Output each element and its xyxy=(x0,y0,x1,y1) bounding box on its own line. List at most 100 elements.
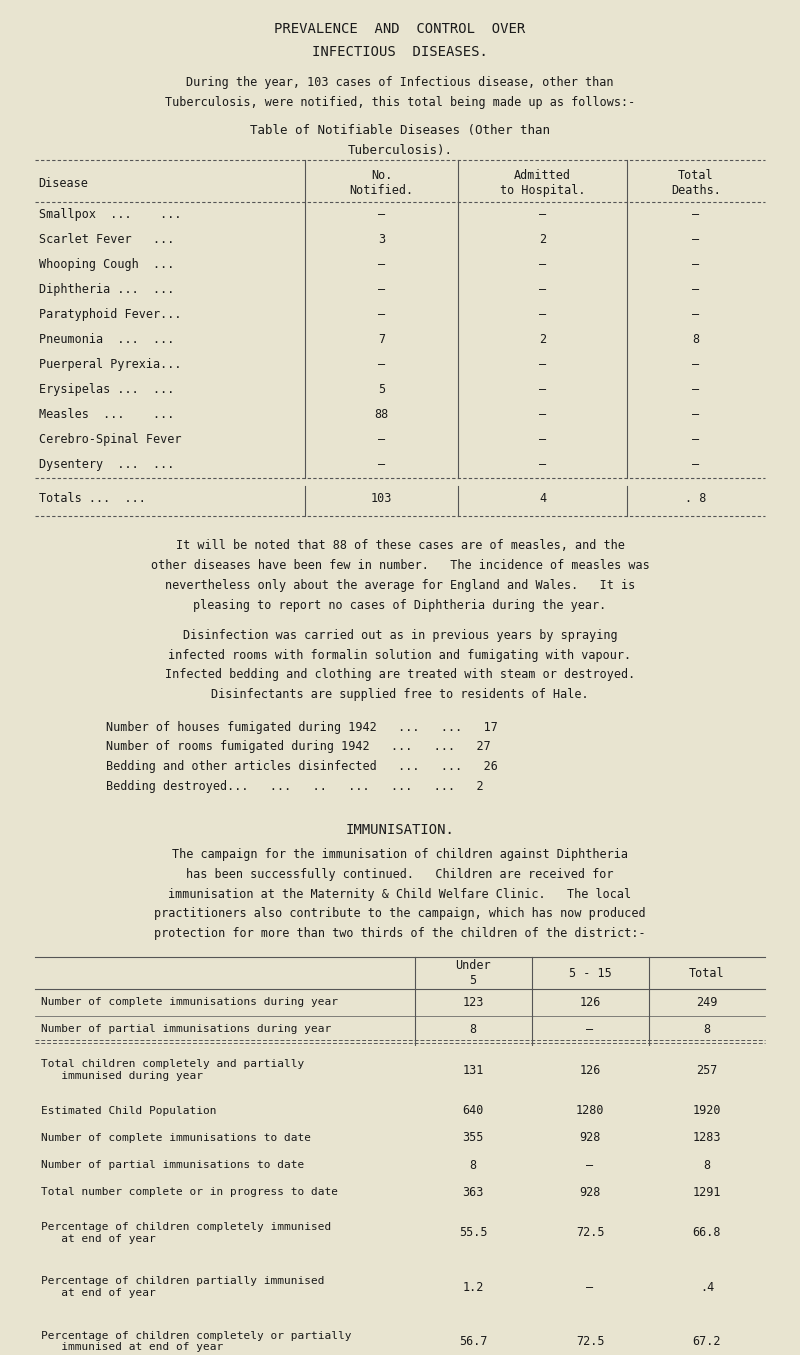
Text: Bedding destroyed...   ...   ..   ...   ...   ...   2: Bedding destroyed... ... .. ... ... ... … xyxy=(106,780,484,793)
Text: 5 - 15: 5 - 15 xyxy=(569,966,611,980)
Text: 640: 640 xyxy=(462,1104,484,1118)
Text: Dysentery  ...  ...: Dysentery ... ... xyxy=(38,458,174,472)
Text: 8: 8 xyxy=(693,333,699,347)
Text: Whooping Cough  ...: Whooping Cough ... xyxy=(38,259,174,271)
Text: —: — xyxy=(693,259,699,271)
Text: 5: 5 xyxy=(378,383,386,397)
Text: —: — xyxy=(693,434,699,446)
Text: —: — xyxy=(539,383,546,397)
Text: —: — xyxy=(586,1159,594,1172)
Text: Table of Notifiable Diseases (Other than: Table of Notifiable Diseases (Other than xyxy=(250,123,550,137)
Text: 131: 131 xyxy=(462,1064,484,1077)
Text: 928: 928 xyxy=(579,1131,601,1145)
Text: 2: 2 xyxy=(539,233,546,247)
Text: 8: 8 xyxy=(703,1159,710,1172)
Text: 1283: 1283 xyxy=(693,1131,722,1145)
Text: —: — xyxy=(539,358,546,371)
Text: Erysipelas ...  ...: Erysipelas ... ... xyxy=(38,383,174,397)
Text: protection for more than two thirds of the children of the district:-: protection for more than two thirds of t… xyxy=(154,927,646,940)
Text: has been successfully continued.   Children are received for: has been successfully continued. Childre… xyxy=(186,867,614,881)
Text: 928: 928 xyxy=(579,1186,601,1199)
Text: 249: 249 xyxy=(696,996,718,1009)
Text: —: — xyxy=(693,209,699,221)
Text: Estimated Child Population: Estimated Child Population xyxy=(41,1106,217,1117)
Text: 4: 4 xyxy=(539,492,546,505)
Text: 1280: 1280 xyxy=(576,1104,604,1118)
Text: It will be noted that 88 of these cases are of measles, and the: It will be noted that 88 of these cases … xyxy=(175,539,625,551)
Text: 8: 8 xyxy=(703,1023,710,1037)
Text: Disease: Disease xyxy=(38,176,89,190)
Text: —: — xyxy=(378,308,386,321)
Text: 72.5: 72.5 xyxy=(576,1226,604,1240)
Text: Percentage of children completely or partially
   immunised at end of year: Percentage of children completely or par… xyxy=(41,1331,351,1352)
Text: Number of partial immunisations during year: Number of partial immunisations during y… xyxy=(41,1024,331,1034)
Text: 3: 3 xyxy=(378,233,386,247)
Text: Tuberculosis, were notified, this total being made up as follows:-: Tuberculosis, were notified, this total … xyxy=(165,96,635,108)
Text: 7: 7 xyxy=(378,333,386,347)
Text: 67.2: 67.2 xyxy=(693,1335,722,1348)
Text: No.
Notified.: No. Notified. xyxy=(350,169,414,198)
Text: 88: 88 xyxy=(374,408,389,421)
Text: practitioners also contribute to the campaign, which has now produced: practitioners also contribute to the cam… xyxy=(154,908,646,920)
Text: Scarlet Fever   ...: Scarlet Fever ... xyxy=(38,233,174,247)
Text: Total: Total xyxy=(689,966,725,980)
Text: —: — xyxy=(693,233,699,247)
Text: Percentage of children completely immunised
   at end of year: Percentage of children completely immuni… xyxy=(41,1222,331,1244)
Text: Cerebro-Spinal Fever: Cerebro-Spinal Fever xyxy=(38,434,181,446)
Text: —: — xyxy=(378,358,386,371)
Text: Disinfectants are supplied free to residents of Hale.: Disinfectants are supplied free to resid… xyxy=(211,688,589,702)
Text: 2: 2 xyxy=(539,333,546,347)
Text: Number of complete immunisations during year: Number of complete immunisations during … xyxy=(41,997,338,1007)
Text: INFECTIOUS  DISEASES.: INFECTIOUS DISEASES. xyxy=(312,45,488,58)
Text: —: — xyxy=(539,209,546,221)
Text: 72.5: 72.5 xyxy=(576,1335,604,1348)
Text: immunisation at the Maternity & Child Welfare Clinic.   The local: immunisation at the Maternity & Child We… xyxy=(169,888,631,901)
Text: —: — xyxy=(693,283,699,297)
Text: —: — xyxy=(539,434,546,446)
Text: —: — xyxy=(539,308,546,321)
Text: —: — xyxy=(378,283,386,297)
Text: Tuberculosis).: Tuberculosis). xyxy=(347,144,453,157)
Text: —: — xyxy=(539,259,546,271)
Text: Admitted
to Hospital.: Admitted to Hospital. xyxy=(500,169,586,198)
Text: nevertheless only about the average for England and Wales.   It is: nevertheless only about the average for … xyxy=(165,579,635,592)
Text: 1291: 1291 xyxy=(693,1186,722,1199)
Text: Totals ...  ...: Totals ... ... xyxy=(38,492,146,505)
Text: —: — xyxy=(539,408,546,421)
Text: 55.5: 55.5 xyxy=(459,1226,487,1240)
Text: —: — xyxy=(539,458,546,472)
Text: 1.2: 1.2 xyxy=(462,1280,484,1294)
Text: 56.7: 56.7 xyxy=(459,1335,487,1348)
Text: PREVALENCE  AND  CONTROL  OVER: PREVALENCE AND CONTROL OVER xyxy=(274,22,526,35)
Text: 66.8: 66.8 xyxy=(693,1226,722,1240)
Text: Total
Deaths.: Total Deaths. xyxy=(671,169,721,198)
Text: 103: 103 xyxy=(371,492,393,505)
Text: The campaign for the immunisation of children against Diphtheria: The campaign for the immunisation of chi… xyxy=(172,848,628,860)
Text: Disinfection was carried out as in previous years by spraying: Disinfection was carried out as in previ… xyxy=(182,629,618,642)
Text: Pneumonia  ...  ...: Pneumonia ... ... xyxy=(38,333,174,347)
Text: Number of rooms fumigated during 1942   ...   ...   27: Number of rooms fumigated during 1942 ..… xyxy=(106,740,491,753)
Text: —: — xyxy=(693,308,699,321)
Text: Measles  ...    ...: Measles ... ... xyxy=(38,408,174,421)
Text: 126: 126 xyxy=(579,996,601,1009)
Text: During the year, 103 cases of Infectious disease, other than: During the year, 103 cases of Infectious… xyxy=(186,76,614,89)
Text: —: — xyxy=(378,434,386,446)
Text: Percentage of children partially immunised
   at end of year: Percentage of children partially immunis… xyxy=(41,1276,325,1298)
Text: 257: 257 xyxy=(696,1064,718,1077)
Text: 126: 126 xyxy=(579,1064,601,1077)
Text: 123: 123 xyxy=(462,996,484,1009)
Text: —: — xyxy=(378,259,386,271)
Text: 355: 355 xyxy=(462,1131,484,1145)
Text: Smallpox  ...    ...: Smallpox ... ... xyxy=(38,209,181,221)
Text: Diphtheria ...  ...: Diphtheria ... ... xyxy=(38,283,174,297)
Text: —: — xyxy=(693,408,699,421)
Text: Under
5: Under 5 xyxy=(455,959,491,988)
Text: pleasing to report no cases of Diphtheria during the year.: pleasing to report no cases of Diphtheri… xyxy=(194,599,606,611)
Text: Puerperal Pyrexia...: Puerperal Pyrexia... xyxy=(38,358,181,371)
Text: —: — xyxy=(378,209,386,221)
Text: 363: 363 xyxy=(462,1186,484,1199)
Text: Number of houses fumigated during 1942   ...   ...   17: Number of houses fumigated during 1942 .… xyxy=(106,721,498,733)
Text: 1920: 1920 xyxy=(693,1104,722,1118)
Text: Infected bedding and clothing are treated with steam or destroyed.: Infected bedding and clothing are treate… xyxy=(165,668,635,682)
Text: —: — xyxy=(586,1280,594,1294)
